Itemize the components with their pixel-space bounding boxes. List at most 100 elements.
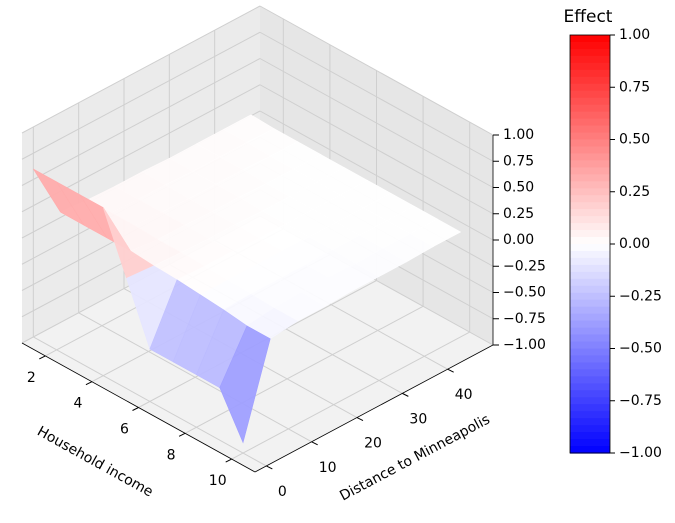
x-axis-label: Household income: [34, 424, 155, 501]
x-tick: [132, 407, 139, 411]
colorbar-step: [570, 264, 610, 273]
colorbar-step: [570, 411, 610, 419]
x-tick-label: 4: [73, 396, 82, 412]
y-tick-label: 40: [455, 387, 473, 403]
axis-line: [254, 344, 494, 473]
colorbar-step: [570, 250, 610, 259]
colorbar-step: [570, 118, 610, 127]
x-tick-label: 6: [120, 422, 129, 438]
colorbar-step: [570, 111, 610, 120]
colorbar-tick-label: −0.25: [619, 288, 662, 304]
y-tick-label: 0: [278, 484, 287, 500]
grid-line: [259, 58, 494, 188]
colorbar-step: [570, 62, 610, 71]
z-tick-label: 0.00: [503, 232, 534, 248]
colorbar-step: [570, 418, 610, 426]
colorbar-tick-label: 0.25: [619, 184, 650, 200]
z-tick-label: 0.75: [503, 153, 534, 169]
colorbar-step: [570, 160, 610, 168]
colorbar-step: [570, 195, 610, 203]
z-tick-label: −1.00: [503, 337, 546, 353]
y-tick: [356, 417, 364, 422]
x-tick-label: 8: [167, 447, 176, 463]
colorbar-step: [570, 230, 610, 238]
colorbar-tick-label: 1.00: [619, 27, 650, 43]
z-tick-label: −0.75: [503, 311, 546, 327]
colorbar-step: [570, 48, 610, 57]
x-tick: [225, 458, 232, 463]
colorbar-step: [570, 257, 610, 266]
colorbar-step: [570, 320, 610, 329]
grid-line: [21, 58, 261, 186]
colorbar-step: [570, 327, 610, 336]
colorbar-step: [570, 174, 610, 182]
colorbar-step: [570, 271, 610, 280]
colorbar-step: [570, 362, 610, 370]
x-tick-label: 2: [27, 370, 36, 386]
colorbar-step: [570, 188, 610, 196]
y-tick-label: 20: [364, 436, 382, 452]
colorbar-step: [570, 104, 610, 113]
grid-line: [21, 5, 261, 134]
colorbar-tick-label: 0.75: [619, 79, 650, 95]
colorbar-step: [570, 432, 610, 440]
colorbar-step: [570, 55, 610, 64]
colorbar-step: [570, 404, 610, 412]
colorbar-step: [570, 369, 610, 377]
x-tick: [85, 381, 93, 386]
y-tick: [311, 441, 318, 446]
z-tick-label: −0.50: [503, 285, 546, 301]
colorbar-step: [570, 237, 610, 245]
colorbar-step: [570, 202, 610, 210]
grid-line: [259, 84, 494, 215]
colorbar-tick-label: −1.00: [619, 445, 662, 461]
colorbar-step: [570, 285, 610, 294]
colorbar-step: [570, 383, 610, 391]
colorbar-step: [570, 69, 610, 78]
y-tick: [266, 465, 273, 470]
colorbar-tick-label: 0.00: [619, 236, 650, 252]
colorbar-step: [570, 97, 610, 106]
colorbar-step: [570, 209, 610, 217]
colorbar-step: [570, 139, 610, 148]
colorbar-tick-label: 0.50: [619, 132, 650, 148]
colorbar-step: [570, 341, 610, 350]
grid-line: [184, 305, 424, 434]
colorbar-step: [570, 306, 610, 315]
colorbar-step: [570, 76, 610, 85]
z-tick-label: −0.25: [503, 258, 546, 274]
y-tick: [402, 392, 409, 397]
colorbar-step: [570, 132, 610, 141]
grid-line: [33, 336, 267, 467]
surface: [33, 114, 462, 444]
y-tick-label: 10: [319, 460, 337, 476]
y-tick: [447, 368, 454, 373]
grid-line: [259, 5, 494, 136]
colorbar-step: [570, 146, 610, 155]
x-tick: [39, 355, 46, 360]
grid-line: [231, 331, 470, 460]
colorbar-step: [570, 181, 610, 189]
colorbar-step: [570, 425, 610, 433]
colorbar-step: [570, 397, 610, 405]
colorbar-title: Effect: [564, 7, 613, 27]
grid-line: [78, 312, 312, 443]
grid-line: [21, 31, 261, 160]
grid-line: [259, 31, 494, 162]
z-tick-label: 0.25: [503, 206, 534, 222]
colorbar-step: [570, 216, 610, 224]
x-tick: [178, 432, 186, 437]
colorbar-step: [570, 334, 610, 343]
colorbar-step: [570, 348, 610, 357]
colorbar-step: [570, 439, 610, 447]
axes: 2 4 6 8 10 0 10 20 30 40 −1.00 −0.75 −0.50 −0.25 0.00 0…: [21, 127, 546, 500]
colorbar-tick-label: −0.50: [619, 341, 662, 357]
colorbar-step: [570, 41, 610, 50]
colorbar-step: [570, 83, 610, 92]
colorbar-step: [570, 390, 610, 398]
colorbar-tick-label: −0.75: [619, 393, 662, 409]
colorbar-step: [570, 167, 610, 175]
colorbar-step: [570, 278, 610, 287]
